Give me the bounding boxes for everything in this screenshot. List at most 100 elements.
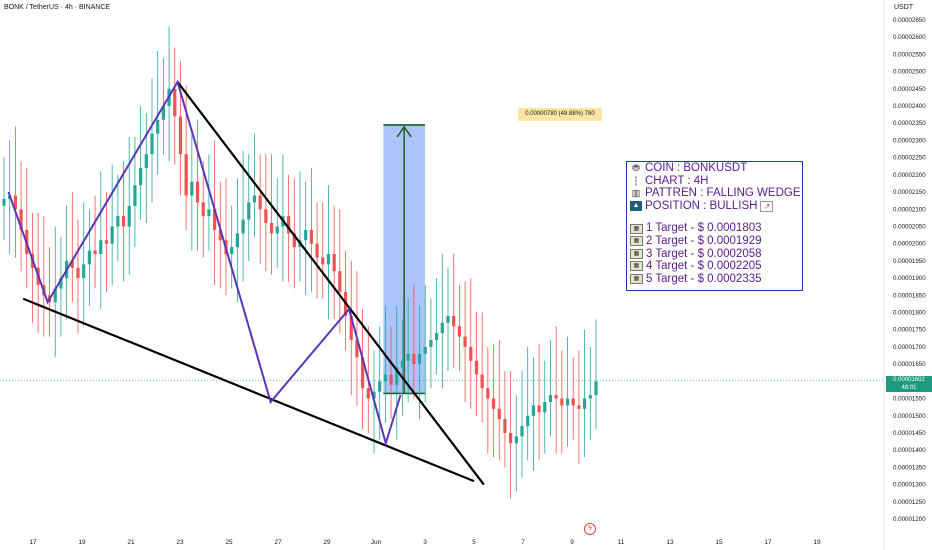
candle-body — [235, 233, 239, 248]
up-triangle-icon: ▲ — [630, 201, 642, 212]
x-tick-label: Jun — [371, 539, 382, 546]
y-tick-label: 0.00002650 — [893, 17, 926, 24]
y-tick-label: 0.00001350 — [893, 464, 926, 471]
candle-body — [560, 398, 564, 406]
candle-body — [161, 106, 165, 120]
info-pattern-row: ▥ PATTREN : FALLING WEDGE — [627, 187, 802, 200]
candle-body — [121, 216, 126, 227]
x-tick-label: 13 — [666, 539, 674, 546]
y-tick-label: 0.00002550 — [893, 51, 926, 58]
target-icon: ▦ — [630, 261, 643, 272]
candle-body — [309, 229, 313, 244]
info-coin-row: ⛃ COIN : BONKUSDT — [627, 162, 802, 175]
y-tick-label: 0.00001500 — [893, 413, 926, 420]
y-tick-label: 0.00001450 — [893, 430, 926, 437]
y-tick-label: 0.00002400 — [893, 103, 926, 110]
candle-body — [543, 401, 547, 413]
y-tick-label: 0.00001900 — [893, 275, 926, 282]
candle-body — [372, 391, 376, 399]
y-tick-label: 0.00001650 — [893, 361, 926, 368]
candle-body — [423, 346, 427, 354]
y-tick-label: 0.00002350 — [893, 120, 926, 127]
candle-body — [87, 250, 91, 265]
bar-chart-icon: ▥ — [631, 188, 641, 199]
x-tick-label: 19 — [813, 539, 821, 546]
candle-body — [264, 209, 268, 224]
y-tick-label: 0.00001950 — [893, 258, 926, 265]
candle-body — [446, 315, 450, 323]
y-tick-label: 0.00001700 — [893, 344, 926, 351]
candle-body — [195, 181, 200, 203]
target-icon: ▦ — [630, 248, 643, 259]
candle-body — [395, 367, 399, 385]
wedge-upper-line — [176, 81, 485, 486]
candle-body — [554, 395, 558, 399]
candle-body — [99, 240, 103, 255]
candle-body — [287, 216, 291, 234]
candle-body — [588, 395, 592, 399]
candle-body — [184, 154, 188, 196]
x-tick-label: 29 — [323, 539, 331, 546]
candle-body — [252, 195, 257, 203]
candle-body — [463, 336, 467, 347]
y-tick-label: 0.00001800 — [893, 310, 926, 317]
y-tick-label: 0.00002100 — [893, 206, 926, 213]
candle-body — [514, 436, 518, 444]
candle-body — [213, 209, 217, 230]
bar-countdown: 48:01 — [901, 385, 917, 391]
candle-body — [526, 415, 530, 427]
x-tick-label: 3 — [423, 539, 427, 546]
candle-body — [491, 398, 496, 409]
candle-body — [531, 405, 535, 416]
lightning-icon[interactable]: ϟ — [584, 523, 596, 535]
candle-body — [13, 195, 17, 210]
x-tick-label: 17 — [29, 539, 37, 546]
y-tick-label: 0.00001550 — [893, 396, 926, 403]
info-pattern: PATTREN : FALLING WEDGE — [645, 187, 801, 200]
candle-body — [389, 374, 393, 385]
candle-body — [275, 226, 279, 234]
info-chart: CHART : 4H — [645, 174, 709, 187]
candle-body — [457, 326, 461, 337]
candle-body — [571, 398, 575, 406]
candle-body — [548, 395, 553, 402]
last-price: 0.00001602 — [893, 377, 925, 383]
x-tick-label: 27 — [274, 539, 282, 546]
candle-body — [82, 264, 86, 279]
candle-body — [378, 381, 382, 392]
y-tick-label: 0.00002600 — [893, 34, 926, 41]
candle-body — [70, 260, 74, 268]
candle-body — [509, 432, 513, 444]
candle-body — [2, 198, 6, 206]
candle-body — [440, 322, 444, 334]
y-tick-label: 0.00001200 — [893, 516, 926, 523]
coins-icon: ⛃ — [632, 163, 640, 174]
candle-body — [452, 315, 456, 327]
candle-body — [76, 267, 80, 279]
candle-body — [173, 88, 177, 117]
y-tick-label: 0.00002300 — [893, 137, 926, 144]
candle-body — [207, 209, 211, 217]
candle-body — [503, 419, 507, 433]
info-position: POSITION : BULLISH — [645, 199, 758, 212]
candle-body — [577, 405, 581, 409]
candle-body — [412, 353, 416, 365]
target-row: ▦ 2 Target - $ 0.0001929 — [627, 235, 802, 248]
zigzag-line — [7, 79, 402, 447]
target-row: ▦ 4 Target - $ 0.0002205 — [627, 260, 802, 273]
candle-body — [104, 240, 109, 244]
candle-body — [565, 398, 570, 406]
x-tick-label: 7 — [521, 539, 525, 546]
candle-body — [230, 247, 234, 255]
info-coin: COIN : BONKUSDT — [645, 162, 748, 174]
currency-label: USDT — [894, 4, 914, 11]
candle-body — [366, 388, 370, 399]
candle-body — [583, 398, 587, 409]
candle-body — [486, 388, 490, 399]
wedge-lower-line — [22, 297, 475, 483]
candle-body — [139, 167, 143, 186]
x-tick-label: 23 — [176, 539, 184, 546]
x-tick-label: 19 — [78, 539, 86, 546]
candle-body — [93, 250, 97, 255]
